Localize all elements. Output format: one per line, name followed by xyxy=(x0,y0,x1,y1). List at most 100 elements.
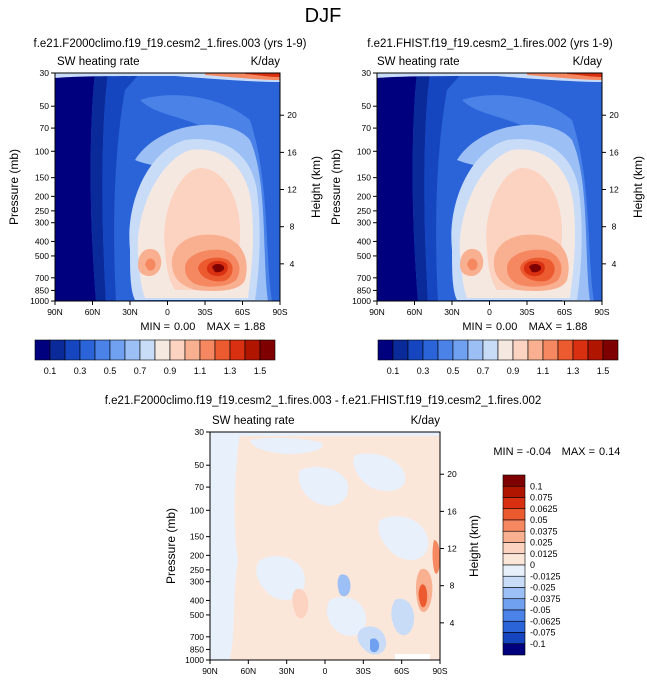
panel-2: f.e21.FHIST.f19_f19.cesm2_1.fires.002 (y… xyxy=(329,38,645,333)
panel-1: f.e21.F2000climo.f19_f19.cesm2_1.fires.0… xyxy=(7,38,323,333)
colorbar-swatch xyxy=(109,339,126,361)
colorbar-swatch xyxy=(502,609,526,622)
y-tick-label: 200 xyxy=(357,191,371,201)
colorbar-swatch xyxy=(184,339,201,361)
x-tick-label: 30N xyxy=(444,307,460,317)
colorbar-swatch xyxy=(244,339,261,361)
y-tick-label: 70 xyxy=(195,482,205,492)
x-tick-label: 60N xyxy=(241,666,257,676)
panel-3-title: f.e21.F2000climo.f19_f19.cesm2_1.fires.0… xyxy=(105,395,542,407)
panel-2-max-value: 1.88 xyxy=(566,321,587,333)
y-tick-label: 850 xyxy=(35,285,49,295)
colorbar-swatch xyxy=(602,339,619,361)
colorbar-label: 0.075 xyxy=(530,493,553,503)
colorbar-label: 0.7 xyxy=(477,366,490,376)
colorbar-swatch xyxy=(124,339,141,361)
panel-1-axes: 90N 60N 30N 0 30S 60S 90S 30 50 70 100 150 200 250 300… xyxy=(30,68,297,317)
colorbar-swatch xyxy=(502,632,526,645)
panel-2-axes: 90N 60N 30N 0 30S 60S 90S 30 50 70 100 150 200 250 300… xyxy=(352,68,619,317)
colorbar-label: -0.025 xyxy=(530,583,556,593)
colorbar-swatch xyxy=(154,339,171,361)
colorbar-swatch xyxy=(79,339,96,361)
colorbar-swatch xyxy=(94,339,111,361)
y-tick-label: 1000 xyxy=(30,296,49,306)
x-tick-label: 30S xyxy=(356,666,371,676)
x-tick-label: 60S xyxy=(394,666,409,676)
panel-3-ylabel-right: Height (km) xyxy=(467,515,481,577)
colorbar-swatch xyxy=(502,474,526,487)
panel-2-plot xyxy=(376,72,603,302)
colorbar-label: 1.3 xyxy=(224,366,237,376)
panel-2-title: f.e21.FHIST.f19_f19.cesm2_1.fires.002 (y… xyxy=(367,38,613,50)
y-right-tick-label: 20 xyxy=(287,110,297,120)
y-right-tick-label: 20 xyxy=(447,469,457,479)
y-tick-label: 400 xyxy=(35,236,49,246)
y-tick-label: 100 xyxy=(190,505,204,515)
panel-2-left-subtitle: SW heating rate xyxy=(377,56,459,68)
x-tick-label: 30S xyxy=(197,307,212,317)
colorbar-label: 0.9 xyxy=(507,366,520,376)
x-tick-label: 90N xyxy=(202,666,218,676)
colorbar-label: 0.5 xyxy=(447,366,460,376)
x-tick-label: 30N xyxy=(122,307,138,317)
x-tick-label: 0 xyxy=(323,666,328,676)
y-tick-label: 700 xyxy=(190,632,204,642)
colorbar-label: 1.1 xyxy=(194,366,207,376)
y-right-tick-label: 16 xyxy=(287,147,297,157)
colorbar-swatch xyxy=(169,339,186,361)
y-right-tick-label: 8 xyxy=(450,581,455,591)
panel-2-min-value: 0.00 xyxy=(496,321,517,333)
colorbar-label: 0.0125 xyxy=(530,549,558,559)
x-tick-label: 0 xyxy=(487,307,492,317)
colorbar-swatch xyxy=(502,497,526,510)
colorbar-swatch xyxy=(527,339,544,361)
panel-3-plot xyxy=(209,431,441,661)
panel-1-title: f.e21.F2000climo.f19_f19.cesm2_1.fires.0… xyxy=(34,38,307,50)
colorbar-swatch xyxy=(422,339,439,361)
y-tick-label: 500 xyxy=(357,251,371,261)
panel-2-right-subtitle: K/day xyxy=(573,56,603,68)
y-tick-label: 1000 xyxy=(352,296,371,306)
axes-layer: 90N 60N 30N 0 30S 60S 90S305070100150200250300… xyxy=(30,68,619,676)
y-right-tick-label: 12 xyxy=(287,185,297,195)
colorbar-label: -0.0125 xyxy=(530,571,561,581)
colorbar-label: 0.5 xyxy=(104,366,117,376)
y-right-tick-label: 8 xyxy=(612,222,617,232)
panel-1-left-subtitle: SW heating rate xyxy=(57,56,139,68)
colorbar-swatch xyxy=(214,339,231,361)
colorbar-label: 0.1 xyxy=(530,481,543,491)
colorbar-swatch xyxy=(542,339,559,361)
colorbar-swatch xyxy=(502,508,526,521)
colorbar-label: -0.05 xyxy=(530,605,551,615)
colorbar-swatch xyxy=(587,339,604,361)
colorbar-swatch xyxy=(502,587,526,600)
panel-3-min-value: -0.04 xyxy=(526,446,551,458)
figure-title: DJF xyxy=(305,5,342,27)
colorbar-label: -0.0625 xyxy=(530,616,561,626)
x-tick-label: 60N xyxy=(85,307,101,317)
colorbar-swatch xyxy=(452,339,469,361)
colorbar-swatch xyxy=(512,339,529,361)
panel-3-max-value: 0.14 xyxy=(599,446,620,458)
y-right-tick-label: 12 xyxy=(447,544,457,554)
colorbar-label: 0.9 xyxy=(164,366,177,376)
panel-1-plot xyxy=(54,72,281,302)
colorbar-label: 1.1 xyxy=(537,366,550,376)
panel-1-max-label: MAX = xyxy=(207,321,240,333)
colorbar-label: -0.075 xyxy=(530,628,556,638)
y-right-tick-label: 12 xyxy=(609,185,619,195)
panel-1-min-label: MIN = xyxy=(140,321,170,333)
colorbar-swatch xyxy=(502,598,526,611)
y-tick-label: 850 xyxy=(190,644,204,654)
y-right-tick-label: 8 xyxy=(290,222,295,232)
y-right-tick-label: 4 xyxy=(450,618,455,628)
y-tick-label: 300 xyxy=(35,218,49,228)
y-tick-label: 300 xyxy=(190,577,204,587)
colorbar-swatch xyxy=(392,339,409,361)
y-tick-label: 300 xyxy=(357,218,371,228)
colorbar-label: -0.1 xyxy=(530,639,546,649)
panel-1-ylabel: Pressure (mb) xyxy=(7,149,21,225)
y-right-tick-label: 4 xyxy=(612,259,617,269)
y-tick-label: 30 xyxy=(195,427,205,437)
